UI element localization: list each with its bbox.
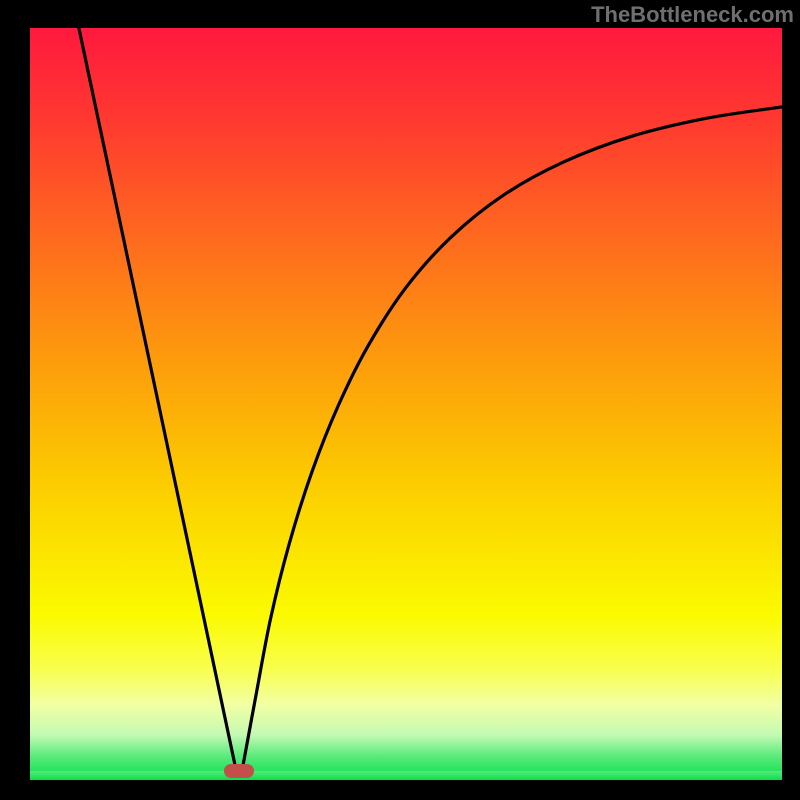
chart-frame: TheBottleneck.com	[0, 0, 800, 800]
plot-area	[30, 28, 782, 780]
curve-left-line	[79, 28, 235, 766]
curve-svg	[30, 28, 782, 780]
curve-right-arc	[243, 107, 782, 767]
watermark-text: TheBottleneck.com	[591, 2, 794, 28]
vertex-marker	[224, 764, 254, 778]
